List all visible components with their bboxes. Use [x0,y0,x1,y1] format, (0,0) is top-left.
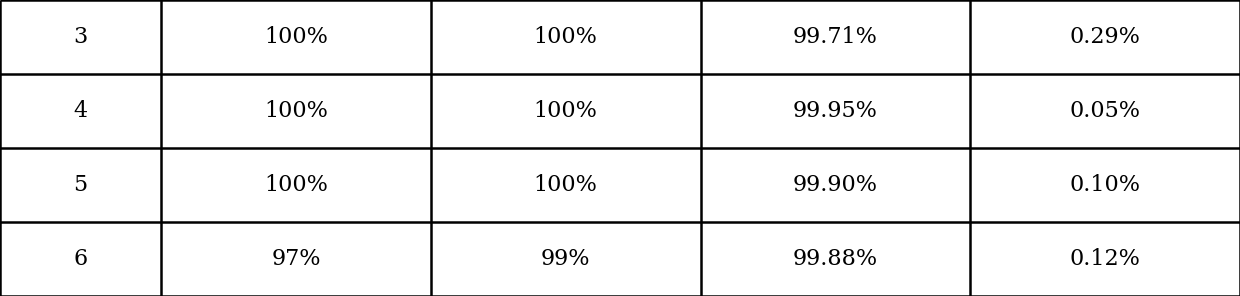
Text: 100%: 100% [264,174,329,196]
Text: 0.10%: 0.10% [1070,174,1141,196]
Text: 0.29%: 0.29% [1070,26,1141,48]
Text: 99.71%: 99.71% [794,26,878,48]
Text: 99.90%: 99.90% [792,174,878,196]
Text: 6: 6 [73,248,88,270]
Text: 97%: 97% [272,248,321,270]
Text: 100%: 100% [264,26,329,48]
Text: 100%: 100% [264,100,329,122]
Text: 100%: 100% [533,26,598,48]
Text: 5: 5 [73,174,88,196]
Text: 0.12%: 0.12% [1070,248,1141,270]
Text: 99%: 99% [541,248,590,270]
Text: 4: 4 [73,100,88,122]
Text: 0.05%: 0.05% [1070,100,1141,122]
Text: 100%: 100% [533,174,598,196]
Text: 100%: 100% [533,100,598,122]
Text: 99.95%: 99.95% [794,100,878,122]
Text: 3: 3 [73,26,88,48]
Text: 99.88%: 99.88% [792,248,878,270]
